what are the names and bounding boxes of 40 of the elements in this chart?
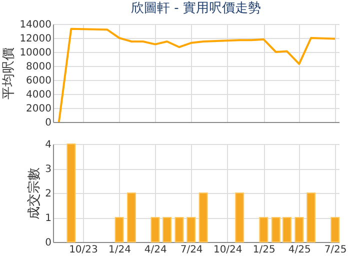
y-tick-label: 14000: [20, 20, 52, 30]
bar: [198, 192, 208, 242]
x-tick-label: 10/24: [213, 244, 242, 256]
y-tick-label: 8000: [26, 62, 52, 72]
y-tick-label: 4000: [26, 90, 52, 100]
bar: [174, 217, 184, 242]
y-axis-title: 平均呎價: [2, 48, 17, 100]
bar: [150, 217, 160, 242]
bar: [186, 217, 196, 242]
bar: [271, 217, 280, 242]
bar: [127, 192, 136, 242]
bar: [66, 144, 76, 242]
x-tick-label: 4/25: [288, 244, 311, 256]
y-axis-title: 成交宗數: [26, 168, 42, 220]
chart-title: 欣圖軒 - 實用呎價走勢: [131, 1, 261, 16]
bar: [330, 217, 340, 242]
y-tick-label: 2: [45, 188, 52, 200]
y-tick-label: 0: [45, 238, 52, 248]
x-tick-label: 4/24: [144, 244, 167, 256]
x-tick-label: 10/23: [69, 244, 98, 256]
bar: [294, 217, 304, 242]
bar: [235, 192, 244, 242]
y-tick-label: 10000: [20, 48, 52, 58]
x-tick-label: 7/24: [180, 244, 203, 256]
bar: [114, 217, 124, 242]
x-tick-label: 1/25: [252, 244, 276, 256]
x-tick-label: 7/25: [324, 244, 347, 256]
bar: [162, 217, 172, 242]
y-tick-label: 1: [45, 213, 52, 224]
y-tick-label: 0: [45, 118, 52, 128]
y-tick-label: 3: [45, 164, 52, 175]
y-tick-label: 12000: [20, 34, 52, 44]
x-tick-label: 1/24: [108, 244, 132, 256]
bar: [282, 217, 292, 242]
y-tick-label: 4: [45, 140, 52, 150]
bar: [306, 192, 316, 242]
y-tick-label: 2000: [26, 104, 52, 114]
line-series: [58, 28, 336, 123]
bar: [259, 217, 268, 242]
y-tick-label: 6000: [26, 76, 52, 86]
